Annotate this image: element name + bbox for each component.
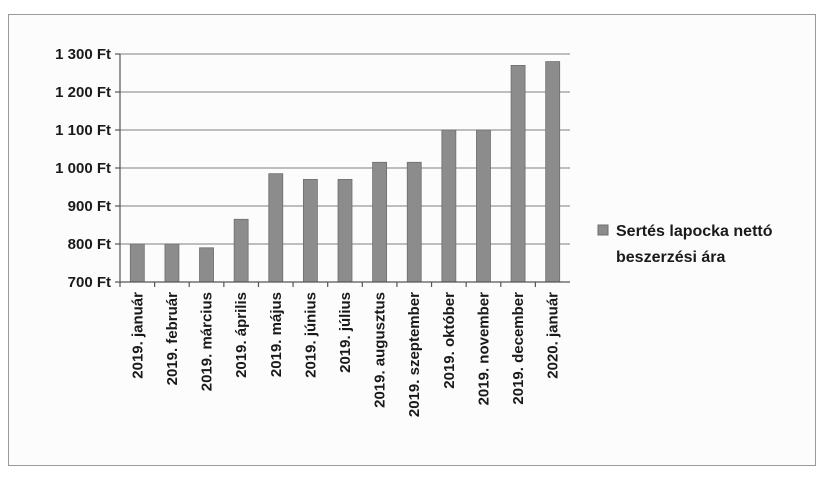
legend-swatch [597, 224, 609, 236]
axes [119, 54, 570, 283]
y-axis-tick-labels: 700 Ft 800 Ft 900 Ft 1 000 Ft 1 100 Ft 1 200 … [55, 46, 111, 291]
x-tick-label: 2019. február [164, 292, 181, 386]
y-tick-label: 1 000 Ft [55, 160, 111, 177]
x-tick-label: 2019. november [475, 292, 492, 406]
y-tick-label: 1 200 Ft [55, 84, 111, 101]
bars [129, 61, 561, 283]
x-tick-label: 2019. március [199, 292, 216, 391]
bar [129, 243, 145, 283]
bar [302, 178, 318, 283]
y-tick-label: 800 Ft [68, 236, 111, 253]
bar [510, 65, 526, 283]
x-tick-label: 2019. július [337, 292, 354, 373]
x-tick-label: 2019. január [129, 292, 146, 379]
x-tick-label: 2019. december [510, 292, 527, 405]
x-tick-label: 2019. október [441, 292, 458, 389]
x-tick-label: 2019. május [268, 292, 285, 377]
bar [406, 161, 422, 283]
bar [268, 173, 284, 283]
bar [164, 243, 180, 283]
x-tick-label: 2019. augusztus [372, 292, 389, 408]
legend-label-line-1: Sertés lapocka nettó [616, 223, 773, 240]
bar [233, 218, 249, 283]
legend: Sertés lapocka nettó beszerzési ára [597, 223, 773, 266]
y-tick-label: 900 Ft [68, 198, 111, 215]
bar [372, 161, 388, 283]
bar [545, 61, 561, 283]
y-tick-label: 700 Ft [68, 274, 111, 291]
legend-label-line-2: beszerzési ára [616, 249, 726, 266]
x-axis-tick-labels: 2019. január 2019. február 2019. március 20… [119, 282, 562, 417]
bar [337, 178, 353, 283]
bar [476, 129, 491, 283]
x-tick-label: 2020. január [545, 292, 562, 379]
x-tick-label: 2019. április [233, 292, 250, 378]
y-tick-label: 1 100 Ft [55, 122, 111, 139]
y-tick-label: 1 300 Ft [55, 46, 111, 63]
x-tick-label: 2019. szeptember [406, 292, 423, 417]
x-tick-label: 2019. június [302, 292, 319, 378]
bar [441, 129, 457, 283]
bar [199, 247, 214, 283]
